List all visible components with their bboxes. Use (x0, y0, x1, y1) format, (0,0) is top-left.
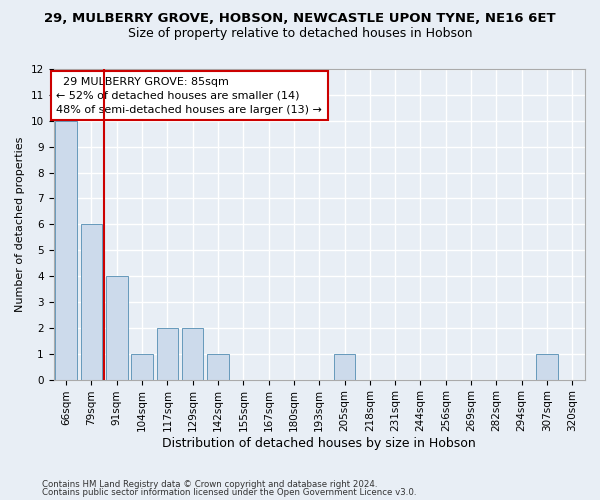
Bar (157, 328, 178, 380)
Bar (81, 224, 102, 380)
Bar (207, 354, 229, 380)
Text: Contains HM Land Registry data © Crown copyright and database right 2024.: Contains HM Land Registry data © Crown c… (42, 480, 377, 489)
Text: 29, MULBERRY GROVE, HOBSON, NEWCASTLE UPON TYNE, NE16 6ET: 29, MULBERRY GROVE, HOBSON, NEWCASTLE UP… (44, 12, 556, 26)
Text: 29 MULBERRY GROVE: 85sqm
← 52% of detached houses are smaller (14)
48% of semi-d: 29 MULBERRY GROVE: 85sqm ← 52% of detach… (56, 77, 322, 115)
Bar (536, 354, 558, 380)
Y-axis label: Number of detached properties: Number of detached properties (15, 136, 25, 312)
Bar (131, 354, 153, 380)
X-axis label: Distribution of detached houses by size in Hobson: Distribution of detached houses by size … (163, 437, 476, 450)
Bar (106, 276, 128, 380)
Bar (55, 121, 77, 380)
Text: Size of property relative to detached houses in Hobson: Size of property relative to detached ho… (128, 28, 472, 40)
Bar (182, 328, 203, 380)
Bar (334, 354, 355, 380)
Text: Contains public sector information licensed under the Open Government Licence v3: Contains public sector information licen… (42, 488, 416, 497)
